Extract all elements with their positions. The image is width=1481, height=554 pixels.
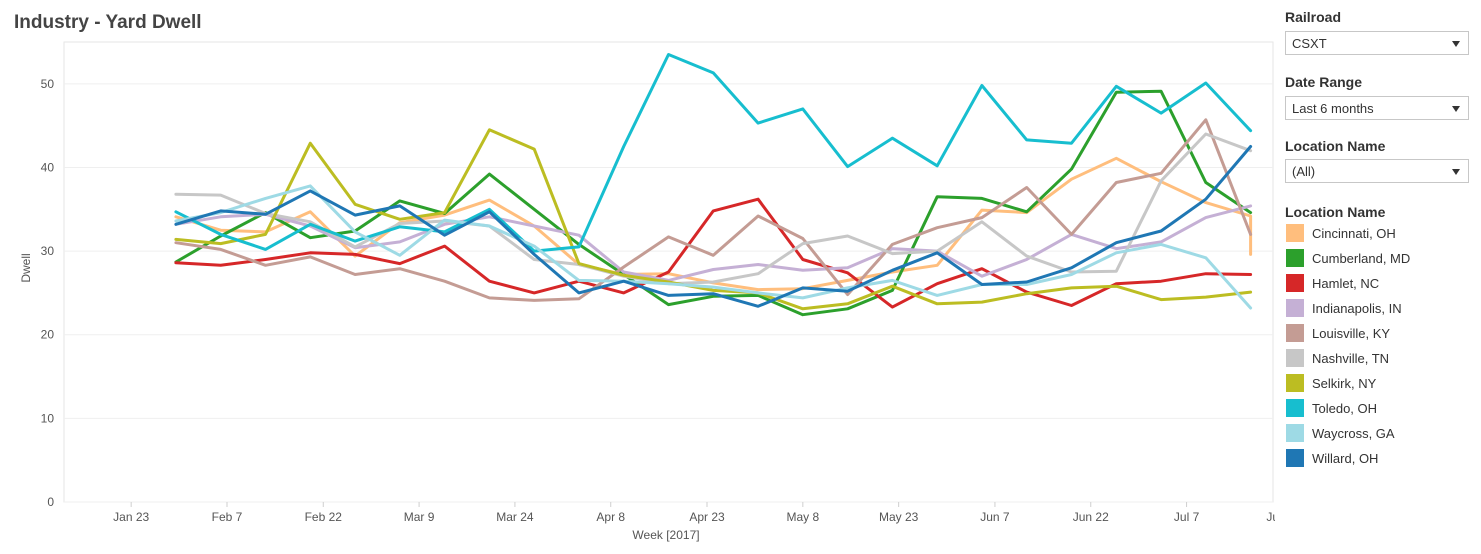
legend-label: Willard, OH	[1312, 451, 1379, 466]
series-line-louisville-ky[interactable]	[174, 118, 1253, 302]
series-line-cincinnati-oh[interactable]	[174, 156, 1253, 292]
legend-swatch	[1286, 299, 1304, 317]
legend-swatch	[1286, 224, 1304, 242]
railroad-dropdown-value: CSXT	[1292, 36, 1327, 51]
chevron-down-icon	[1452, 106, 1460, 112]
x-tick-label: Mar 24	[496, 510, 534, 524]
series-line-hamlet-nc[interactable]	[174, 197, 1253, 309]
y-tick-label: 40	[41, 160, 55, 174]
series-line-nashville-tn[interactable]	[174, 132, 1253, 286]
x-tick-label: Feb 22	[305, 510, 343, 524]
location-filter-label: Location Name	[1285, 138, 1386, 154]
legend-label: Louisville, KY	[1312, 326, 1391, 341]
x-tick-label: Jan 23	[113, 510, 149, 524]
chevron-down-icon	[1452, 169, 1460, 175]
legend-swatch	[1286, 324, 1304, 342]
y-tick-label: 10	[41, 411, 55, 425]
x-tick-label: Jun 7	[980, 510, 1010, 524]
date-range-dropdown-value: Last 6 months	[1292, 101, 1374, 116]
legend-label: Indianapolis, IN	[1312, 301, 1402, 316]
chart-title: Industry - Yard Dwell	[14, 12, 202, 33]
legend-label: Cumberland, MD	[1312, 251, 1411, 266]
y-tick-label: 20	[41, 328, 55, 342]
legend-label: Selkirk, NY	[1312, 376, 1377, 391]
legend-label: Toledo, OH	[1312, 401, 1378, 416]
legend-label: Cincinnati, OH	[1312, 226, 1396, 241]
legend-label: Nashville, TN	[1312, 351, 1390, 366]
series-line-toledo-oh[interactable]	[174, 53, 1253, 253]
y-tick-label: 30	[41, 244, 55, 258]
legend-swatch	[1286, 399, 1304, 417]
y-axis-label: Dwell	[19, 253, 33, 282]
x-tick-label: Jun 22	[1073, 510, 1109, 524]
series-line-waycross-ga[interactable]	[174, 184, 1253, 310]
series-line-willard-oh[interactable]	[174, 145, 1253, 308]
railroad-dropdown[interactable]: CSXT	[1285, 31, 1469, 55]
legend-swatch	[1286, 249, 1304, 267]
y-axis: 0 10 20 30 40 50	[41, 77, 55, 509]
x-axis: Jan 23 Feb 7 Feb 22 Mar 9 Mar 24 Apr 8 Apr 23 M…	[113, 502, 1275, 524]
location-dropdown-value: (All)	[1292, 164, 1316, 179]
x-tick-label: Feb 7	[212, 510, 243, 524]
legend-title: Location Name	[1285, 204, 1386, 220]
legend-swatch	[1286, 424, 1304, 442]
x-tick-label: Mar 9	[404, 510, 435, 524]
y-tick-label: 0	[47, 495, 54, 509]
gridlines	[64, 83, 1273, 503]
x-tick-label: Apr 23	[689, 510, 725, 524]
chevron-down-icon	[1452, 41, 1460, 47]
legend-label: Hamlet, NC	[1312, 276, 1380, 291]
x-tick-label: May 23	[879, 510, 919, 524]
legend-swatch	[1286, 274, 1304, 292]
x-axis-label: Week [2017]	[632, 528, 699, 542]
date-range-dropdown[interactable]: Last 6 months	[1285, 96, 1469, 120]
series-line-selkirk-ny[interactable]	[174, 128, 1253, 311]
x-tick-label: Apr 8	[596, 510, 625, 524]
x-tick-label: May 8	[786, 510, 819, 524]
legend-swatch	[1286, 374, 1304, 392]
legend-label: Waycross, GA	[1312, 426, 1395, 441]
legend-swatch	[1286, 449, 1304, 467]
railroad-filter-label: Railroad	[1285, 9, 1342, 25]
location-dropdown[interactable]: (All)	[1285, 159, 1469, 183]
date-range-filter-label: Date Range	[1285, 74, 1363, 90]
x-tick-label: Jul 7	[1174, 510, 1200, 524]
line-chart: Jan 23 Feb 7 Feb 22 Mar 9 Mar 24 Apr 8 Apr 23 M…	[19, 41, 1275, 542]
legend-swatch	[1286, 349, 1304, 367]
y-tick-label: 50	[41, 77, 55, 91]
series-lines	[174, 53, 1253, 317]
x-tick-label: Jul 22	[1266, 510, 1275, 524]
